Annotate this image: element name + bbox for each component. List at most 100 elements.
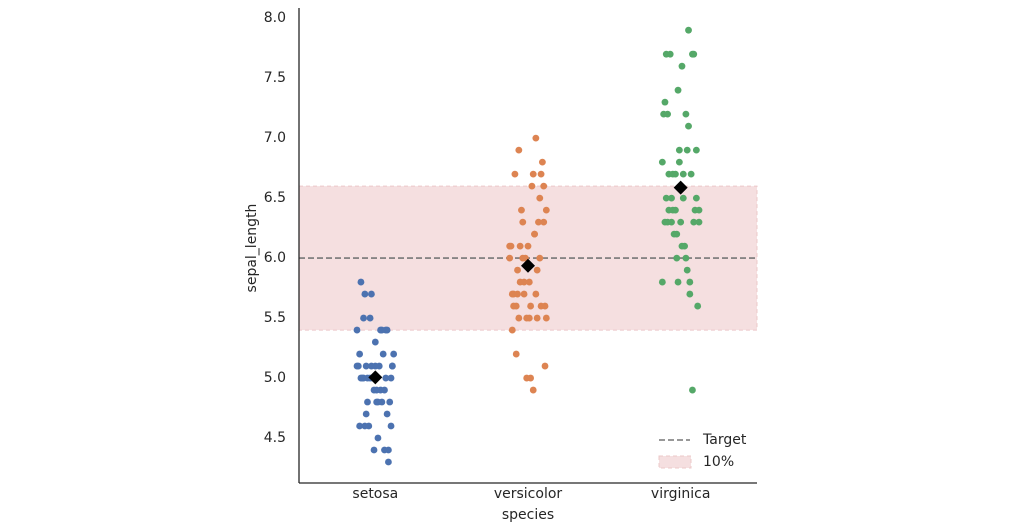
- point: [682, 110, 690, 118]
- point: [518, 206, 525, 214]
- point: [524, 242, 532, 250]
- point: [658, 278, 666, 286]
- point: [532, 134, 540, 142]
- point: [370, 446, 378, 454]
- point: [537, 170, 545, 178]
- point: [506, 242, 514, 250]
- point: [353, 362, 361, 370]
- point: [675, 146, 683, 154]
- point: [516, 278, 524, 286]
- point: [368, 290, 375, 298]
- point: [511, 170, 519, 178]
- point: [692, 146, 700, 154]
- legend-label: Target: [702, 432, 747, 448]
- point: [377, 386, 384, 394]
- point: [527, 302, 535, 310]
- legend-band-swatch: [658, 455, 692, 469]
- point: [540, 182, 548, 190]
- point: [529, 386, 537, 394]
- point: [353, 326, 361, 334]
- point: [686, 290, 694, 298]
- point: [689, 386, 696, 394]
- point: [383, 326, 391, 334]
- point: [536, 194, 544, 202]
- mean-marker: [673, 180, 688, 195]
- point: [686, 278, 694, 286]
- point: [674, 86, 682, 94]
- point: [668, 194, 675, 202]
- point: [673, 230, 681, 238]
- point: [360, 314, 367, 322]
- point: [364, 374, 371, 382]
- point: [532, 290, 540, 298]
- point: [542, 206, 550, 214]
- y-tick-label: 8.0: [264, 10, 286, 26]
- point: [685, 26, 692, 34]
- point: [356, 422, 364, 430]
- y-axis-label: sepal_length: [244, 204, 260, 293]
- point: [383, 410, 391, 418]
- point: [672, 206, 679, 214]
- x-tick-label: versicolor: [494, 486, 563, 502]
- y-tick-label: 6.0: [264, 250, 286, 266]
- point: [378, 398, 386, 406]
- point: [515, 314, 523, 322]
- point: [386, 398, 394, 406]
- point: [375, 362, 383, 370]
- point: [531, 230, 538, 238]
- legend-label: 10%: [703, 454, 734, 470]
- point: [685, 122, 692, 130]
- x-axis-label: species: [502, 507, 554, 523]
- point: [368, 362, 375, 370]
- point: [357, 374, 365, 382]
- mean-marker: [521, 258, 535, 273]
- point: [361, 422, 369, 430]
- point: [666, 50, 674, 58]
- point: [678, 62, 686, 70]
- point: [364, 398, 371, 406]
- point: [374, 434, 382, 442]
- point: [385, 458, 392, 466]
- point: [361, 290, 369, 298]
- point: [515, 146, 523, 154]
- point: [533, 314, 541, 322]
- point: [379, 350, 387, 358]
- y-tick-label: 7.5: [264, 70, 286, 86]
- point: [674, 278, 682, 286]
- point: [668, 218, 675, 226]
- point: [542, 314, 550, 322]
- point: [662, 194, 670, 202]
- point: [675, 158, 683, 166]
- mean-marker: [368, 370, 383, 385]
- y-tick-label: 5.0: [264, 370, 286, 386]
- point: [506, 254, 514, 262]
- point: [387, 374, 395, 382]
- point: [390, 350, 398, 358]
- point: [692, 194, 700, 202]
- point: [525, 278, 533, 286]
- point: [382, 374, 390, 382]
- point: [533, 266, 541, 274]
- point: [541, 362, 549, 370]
- point: [677, 218, 685, 226]
- point: [366, 314, 374, 322]
- point: [362, 362, 370, 370]
- point: [362, 410, 370, 418]
- point: [356, 350, 364, 358]
- point: [695, 206, 703, 214]
- point: [538, 158, 546, 166]
- point: [687, 170, 695, 178]
- point: [695, 218, 703, 226]
- point: [535, 218, 542, 226]
- y-tick-label: 6.5: [264, 190, 286, 206]
- point: [683, 146, 691, 154]
- point: [661, 218, 669, 226]
- point: [527, 374, 535, 382]
- point: [373, 398, 381, 406]
- point: [388, 362, 396, 370]
- point: [370, 386, 378, 394]
- point: [519, 254, 527, 262]
- point: [689, 50, 696, 58]
- y-tick-label: 7.0: [264, 130, 286, 146]
